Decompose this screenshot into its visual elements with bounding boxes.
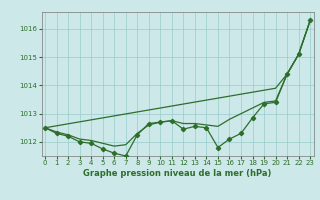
X-axis label: Graphe pression niveau de la mer (hPa): Graphe pression niveau de la mer (hPa) bbox=[84, 169, 272, 178]
